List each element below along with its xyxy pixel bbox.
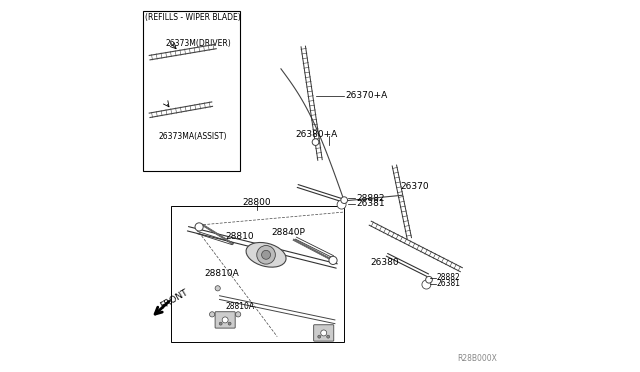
Text: 28882: 28882 xyxy=(437,273,461,282)
Circle shape xyxy=(222,317,228,323)
Text: 28810A: 28810A xyxy=(225,302,254,311)
Ellipse shape xyxy=(246,243,286,267)
Text: 26381: 26381 xyxy=(356,199,385,208)
Circle shape xyxy=(426,276,433,283)
Circle shape xyxy=(321,330,326,336)
Text: 28882: 28882 xyxy=(356,194,385,203)
Text: 28840P: 28840P xyxy=(271,228,305,237)
FancyBboxPatch shape xyxy=(314,325,334,341)
Circle shape xyxy=(257,246,275,264)
Text: 26370+A: 26370+A xyxy=(346,92,388,100)
Circle shape xyxy=(326,335,330,338)
Circle shape xyxy=(215,286,220,291)
Circle shape xyxy=(195,223,203,231)
Text: FRONT: FRONT xyxy=(158,288,189,311)
Text: (REFILLS - WIPER BLADE): (REFILLS - WIPER BLADE) xyxy=(145,13,241,22)
Circle shape xyxy=(318,335,321,338)
Text: 26370: 26370 xyxy=(400,182,429,191)
Circle shape xyxy=(262,250,271,259)
Circle shape xyxy=(337,200,346,209)
Circle shape xyxy=(422,280,431,289)
Text: 26381: 26381 xyxy=(437,279,461,288)
Text: 28810A: 28810A xyxy=(205,269,239,278)
Circle shape xyxy=(341,197,348,203)
Circle shape xyxy=(312,139,319,145)
Text: 26380: 26380 xyxy=(370,258,399,267)
Text: 28800: 28800 xyxy=(242,198,271,207)
Circle shape xyxy=(209,312,215,317)
Text: 26373M(DRIVER): 26373M(DRIVER) xyxy=(166,39,232,48)
Bar xyxy=(172,206,344,342)
Circle shape xyxy=(236,312,241,317)
Text: 26373MA(ASSIST): 26373MA(ASSIST) xyxy=(158,132,227,141)
Text: R28B000X: R28B000X xyxy=(457,354,497,363)
Circle shape xyxy=(219,322,222,325)
Circle shape xyxy=(228,322,231,325)
Bar xyxy=(143,11,240,171)
Text: 28810: 28810 xyxy=(225,232,254,241)
FancyBboxPatch shape xyxy=(215,312,235,328)
Circle shape xyxy=(329,256,337,264)
Text: 26380+A: 26380+A xyxy=(296,130,338,139)
